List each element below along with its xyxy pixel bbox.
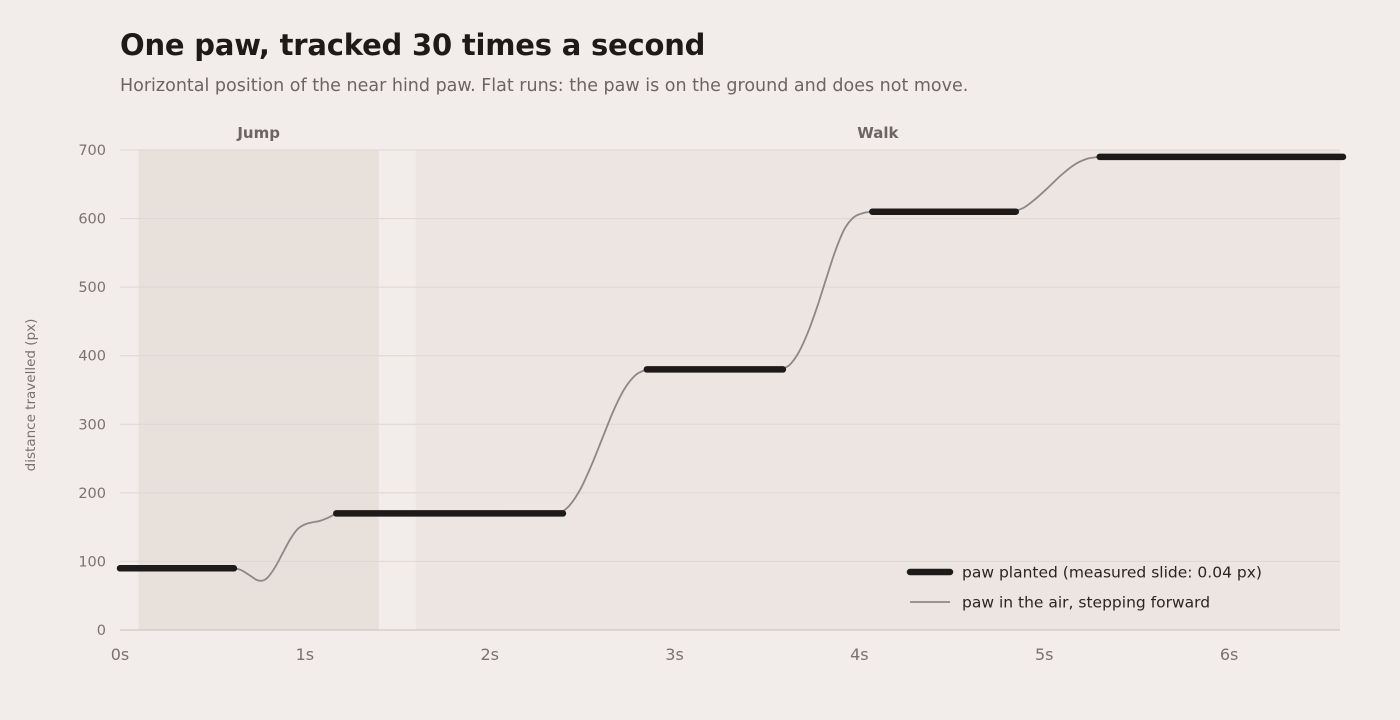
phase-band-walk [415,150,1340,630]
air-segment-4 [1011,155,1101,213]
air-segment-2 [559,368,648,515]
phase-label-walk: Walk [857,124,899,142]
phase-band-jump [138,150,379,630]
x-tick-4: 4s [850,645,869,664]
series-air [230,155,1101,582]
legend-label-air: paw in the air, stepping forward [962,594,1210,612]
y-tick-400: 400 [78,349,106,365]
y-tick-200: 200 [78,486,106,502]
air-segment-1 [230,512,338,582]
y-axis-ticks: 0 100 200 300 400 500 600 700 [78,143,106,639]
chart-subtitle: Horizontal position of the near hind paw… [120,76,969,96]
x-tick-0: 0s [111,645,130,664]
y-tick-500: 500 [78,280,106,296]
y-tick-100: 100 [78,554,106,570]
y-axis-label: distance travelled (px) [23,319,39,472]
phase-label-jump: Jump [236,124,280,142]
legend: paw planted (measured slide: 0.04 px) pa… [906,564,1262,612]
x-tick-5: 5s [1035,645,1054,664]
legend-label-planted: paw planted (measured slide: 0.04 px) [962,564,1262,582]
x-tick-1: 1s [296,645,315,664]
phase-bands: Jump Walk [138,124,1340,630]
y-tick-0: 0 [97,623,106,639]
y-tick-300: 300 [78,417,106,433]
air-segment-3 [779,210,874,371]
x-tick-2: 2s [480,645,499,664]
x-tick-6: 6s [1220,645,1239,664]
x-axis-ticks: 0s 1s 2s 3s 4s 5s 6s [111,645,1239,664]
series-planted [116,153,1347,572]
y-tick-700: 700 [78,143,106,159]
y-tick-600: 600 [78,212,106,228]
grid-lines [120,149,1340,631]
chart-title: One paw, tracked 30 times a second [120,28,706,62]
x-tick-3: 3s [665,645,684,664]
